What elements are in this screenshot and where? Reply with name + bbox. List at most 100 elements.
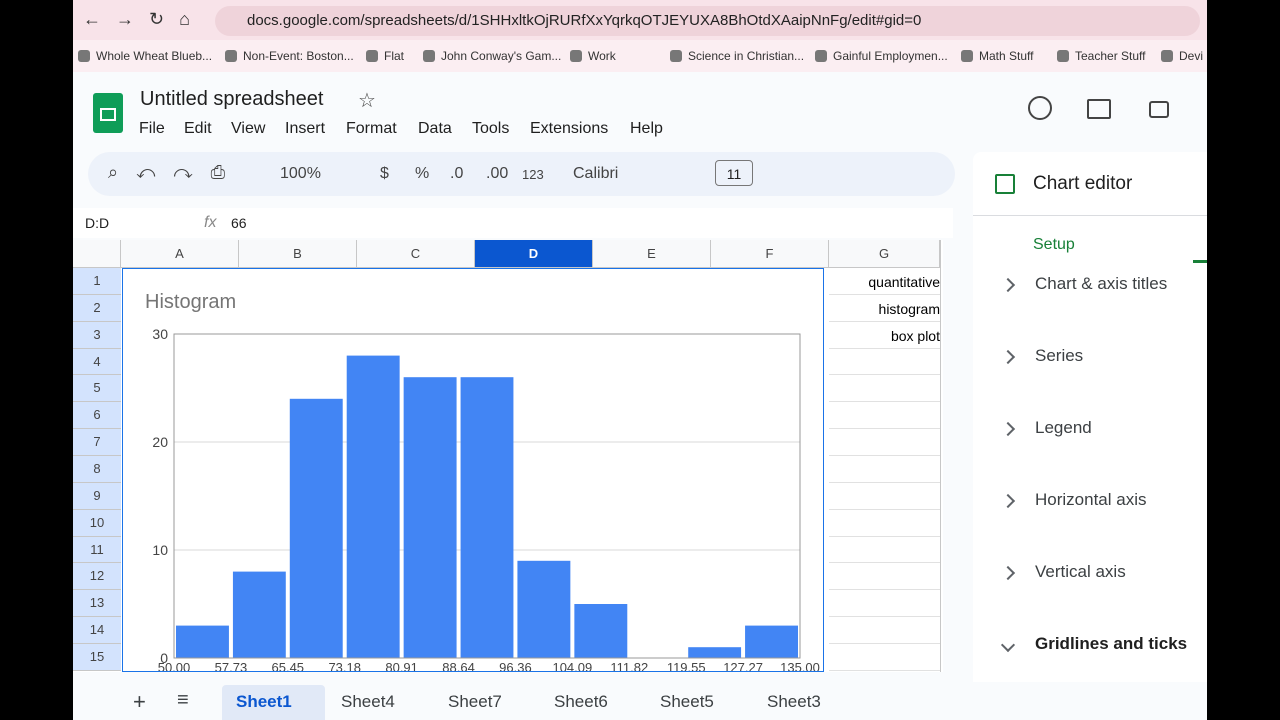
section-header[interactable]: Vertical axis (1035, 562, 1126, 581)
section-chevron[interactable] (1000, 565, 1016, 581)
menu-item[interactable]: View (231, 120, 266, 137)
x-tick-label: 88.64 (442, 660, 475, 671)
row-header[interactable]: 5 (73, 375, 121, 403)
row-header[interactable]: 2 (73, 294, 121, 322)
sheet-tabs: + ≡ Sheet1 Sheet4 Sheet7 Sheet6 Sheet5 Sheet3 (73, 683, 1207, 720)
history-icon[interactable] (1028, 96, 1052, 120)
cell-border (829, 481, 940, 483)
formula-input[interactable]: 66 (231, 215, 247, 231)
y-tick-label: 30 (152, 326, 168, 342)
sheets-logo[interactable] (93, 93, 123, 133)
menu-item[interactable]: Help (630, 120, 663, 137)
bookmark[interactable]: Whole Wheat Blueb... (78, 49, 212, 63)
x-tick-label: 119.55 (667, 660, 706, 671)
menu-item[interactable]: Edit (184, 120, 212, 137)
bookmark[interactable]: Flat (366, 49, 404, 63)
row-header[interactable]: 7 (73, 429, 121, 457)
bookmark[interactable]: Teacher Stuff (1057, 49, 1146, 63)
grid: A B C D E F G 1 2 3 4 5 6 7 8 9 10 11 12 13 14 15 quantitative… (73, 240, 943, 672)
sheet-tab[interactable]: Sheet6 (554, 692, 608, 711)
section-chevron[interactable] (1000, 421, 1016, 437)
menu-item[interactable]: Insert (285, 120, 326, 137)
bar (517, 560, 571, 658)
bookmark[interactable]: Work (570, 49, 616, 63)
sheet-tab[interactable]: Sheet3 (767, 692, 821, 711)
tab-underline (1193, 260, 1207, 263)
menu-item[interactable]: File (139, 120, 165, 137)
row-header[interactable]: 9 (73, 482, 121, 510)
column-header[interactable]: A (121, 240, 239, 268)
section-header[interactable]: Legend (1035, 418, 1092, 437)
section-header[interactable]: Chart & axis titles (1035, 274, 1168, 293)
row-header[interactable]: 11 (73, 536, 121, 564)
title-icons[interactable]: ☆ (358, 90, 376, 112)
section-header[interactable]: Series (1035, 346, 1084, 365)
section-chevron[interactable] (1000, 637, 1016, 653)
menu-item[interactable]: Format (346, 120, 397, 137)
column-header[interactable]: E (593, 240, 711, 268)
column-header[interactable]: D (475, 240, 593, 268)
doc-title[interactable]: Untitled spreadsheet (140, 88, 324, 110)
column-header[interactable]: F (711, 240, 829, 268)
section-header[interactable]: Horizontal axis (1035, 490, 1147, 509)
add-sheet[interactable]: + (133, 689, 146, 714)
bookmark[interactable]: Math Stuff (961, 49, 1033, 63)
sheet-tab[interactable]: Sheet5 (660, 692, 714, 711)
row-header[interactable]: 6 (73, 402, 121, 430)
section-chevron[interactable] (1000, 349, 1016, 365)
menu-item[interactable]: Tools (472, 120, 510, 137)
cell[interactable]: box plot (890, 327, 940, 344)
row-header[interactable]: 8 (73, 456, 121, 483)
cell-border (829, 669, 940, 671)
bookmark[interactable]: Non-Event: Boston... (225, 49, 354, 63)
row-header[interactable]: 10 (73, 509, 121, 537)
menu-item[interactable]: Data (418, 120, 452, 137)
bookmark[interactable]: John Conway's Gam... (423, 49, 561, 63)
menu-item[interactable]: Extensions (530, 120, 609, 137)
meet-icon[interactable] (1149, 101, 1169, 118)
cell-border (829, 455, 940, 457)
decrease-decimals[interactable]: .0 (450, 165, 464, 182)
section-chevron[interactable] (1000, 277, 1016, 293)
toolbar-icons[interactable]: ⌕↶↷⎙ (108, 162, 243, 182)
column-header[interactable]: B (239, 240, 357, 268)
font-size[interactable]: 11 (715, 160, 753, 186)
cell[interactable]: quantitative (868, 274, 940, 290)
column-header[interactable]: C (357, 240, 475, 268)
section-chevron[interactable] (1000, 493, 1016, 509)
row-header[interactable]: 13 (73, 590, 121, 618)
column-header[interactable]: G (829, 240, 940, 268)
currency-format[interactable]: $ (380, 165, 389, 182)
address-bar[interactable]: docs.google.com/spreadsheets/d/1SHHxltkO… (215, 6, 1200, 36)
row-header[interactable]: 3 (73, 321, 121, 349)
row-header[interactable]: 15 (73, 644, 121, 671)
row-header[interactable]: 4 (73, 348, 121, 376)
x-tick-label: 127.27 (723, 660, 763, 671)
nav-icons[interactable]: ← → ↻ ⌂ (83, 9, 190, 29)
sheet-tab[interactable]: Sheet4 (341, 692, 395, 711)
row-header[interactable]: 1 (73, 268, 121, 295)
sheet-tab[interactable]: Sheet7 (448, 692, 502, 711)
chart[interactable]: Histogram 0 10 20 30 50.00 57.73 65.45 73.18 80.9… (122, 268, 824, 672)
increase-decimals[interactable]: .00 (486, 165, 509, 182)
name-box[interactable]: D:D (85, 215, 110, 231)
cell-border (829, 508, 940, 510)
bookmark[interactable]: Devi (1161, 49, 1203, 63)
bookmark[interactable]: Science in Christian... (670, 49, 804, 63)
row-header[interactable]: 12 (73, 563, 121, 591)
more-formats[interactable]: 123 (522, 167, 544, 182)
comments-icon[interactable] (1087, 99, 1111, 119)
cell-border (829, 428, 940, 430)
editor-tab[interactable]: Setup (1033, 236, 1075, 253)
bookmark[interactable]: Gainful Employmen... (815, 49, 948, 63)
all-sheets[interactable]: ≡ (177, 689, 189, 711)
font-select[interactable]: Calibri (573, 165, 619, 182)
percent-format[interactable]: % (415, 165, 430, 182)
zoom-select[interactable]: 100% (280, 165, 321, 182)
cell-border (829, 401, 940, 403)
cell[interactable]: histogram (878, 300, 940, 317)
sheet-tab[interactable]: Sheet1 (236, 692, 292, 711)
section-header[interactable]: Gridlines and ticks (1035, 634, 1188, 653)
row-header[interactable]: 14 (73, 617, 121, 645)
